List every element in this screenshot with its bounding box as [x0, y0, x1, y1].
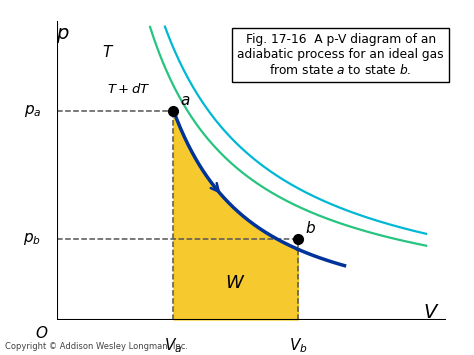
Text: $p$: $p$ — [56, 26, 70, 45]
Text: Fig. 17-16  A p-V diagram of an
adiabatic process for an ideal gas
from state $a: Fig. 17-16 A p-V diagram of an adiabatic… — [237, 33, 444, 77]
Text: $p_a$: $p_a$ — [24, 103, 41, 119]
Text: $O$: $O$ — [36, 325, 49, 341]
Text: Copyright © Addison Wesley Longman, Inc.: Copyright © Addison Wesley Longman, Inc. — [5, 343, 188, 351]
Text: $T$: $T$ — [101, 44, 114, 60]
Text: $b$: $b$ — [305, 220, 316, 236]
Text: $a$: $a$ — [181, 93, 191, 108]
Text: $V_a$: $V_a$ — [164, 336, 182, 355]
Text: $V$: $V$ — [423, 302, 440, 322]
Text: $T + dT$: $T + dT$ — [108, 82, 151, 96]
Text: $V_b$: $V_b$ — [289, 336, 307, 355]
Text: $W$: $W$ — [226, 274, 246, 292]
Text: $p_b$: $p_b$ — [23, 231, 41, 247]
